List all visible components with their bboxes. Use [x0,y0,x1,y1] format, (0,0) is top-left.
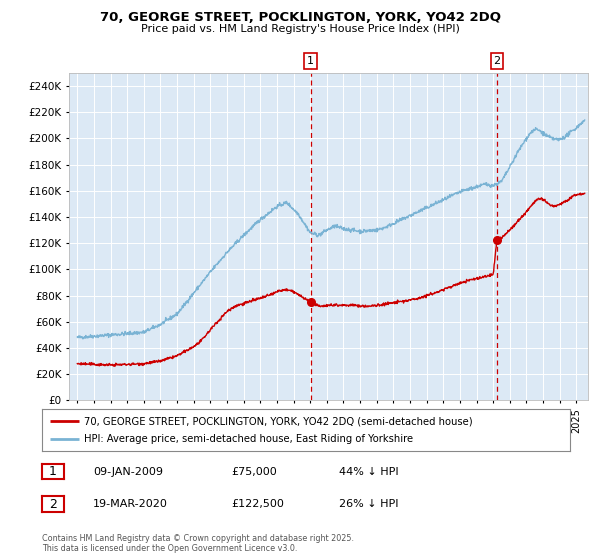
Text: 19-MAR-2020: 19-MAR-2020 [93,499,168,509]
Text: £75,000: £75,000 [231,466,277,477]
Text: 2: 2 [49,497,57,511]
Text: 70, GEORGE STREET, POCKLINGTON, YORK, YO42 2DQ: 70, GEORGE STREET, POCKLINGTON, YORK, YO… [100,11,500,24]
Text: 1: 1 [49,465,57,478]
Text: 09-JAN-2009: 09-JAN-2009 [93,466,163,477]
Text: HPI: Average price, semi-detached house, East Riding of Yorkshire: HPI: Average price, semi-detached house,… [84,434,413,444]
Text: £122,500: £122,500 [231,499,284,509]
Text: Price paid vs. HM Land Registry's House Price Index (HPI): Price paid vs. HM Land Registry's House … [140,24,460,34]
Text: 1: 1 [307,56,314,66]
Text: 2: 2 [493,56,500,66]
Text: 44% ↓ HPI: 44% ↓ HPI [339,466,398,477]
Text: 70, GEORGE STREET, POCKLINGTON, YORK, YO42 2DQ (semi-detached house): 70, GEORGE STREET, POCKLINGTON, YORK, YO… [84,417,473,426]
Text: 26% ↓ HPI: 26% ↓ HPI [339,499,398,509]
Text: Contains HM Land Registry data © Crown copyright and database right 2025.
This d: Contains HM Land Registry data © Crown c… [42,534,354,553]
